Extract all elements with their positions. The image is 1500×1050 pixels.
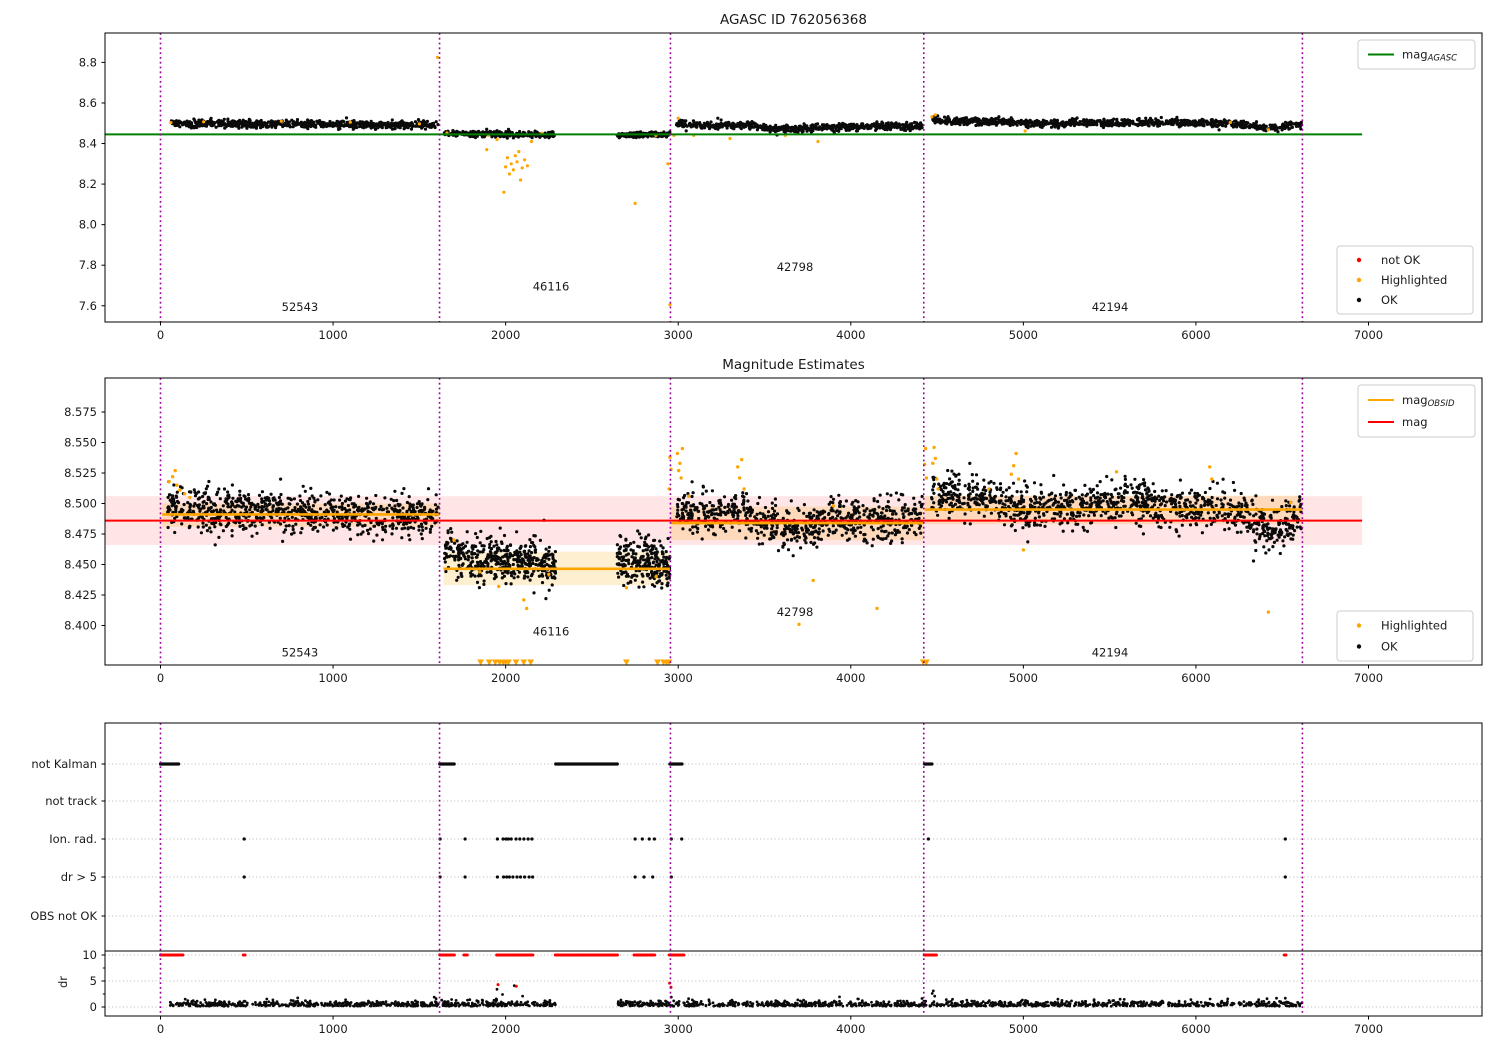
svg-text:8.425: 8.425	[64, 588, 97, 602]
svg-text:4000: 4000	[836, 671, 865, 685]
svg-text:8.475: 8.475	[64, 527, 97, 541]
bottom-axes: not Kalman not track Ion. rad. dr > 5 OBS no…	[30, 722, 1483, 1036]
svg-text:3000: 3000	[664, 328, 693, 342]
svg-text:magAGASC: magAGASC	[1402, 48, 1457, 64]
dr-axis-label: dr	[56, 976, 70, 988]
svg-text:OBS not OK: OBS not OK	[30, 909, 97, 923]
svg-text:Highlighted: Highlighted	[1381, 619, 1447, 633]
svg-text:0: 0	[157, 671, 164, 685]
svg-text:8.550: 8.550	[64, 436, 97, 450]
svg-text:6000: 6000	[1181, 328, 1210, 342]
middle-axes: 52543 46116 42798 42194 8.400 8.425 8.450 8.475…	[64, 377, 1483, 685]
svg-text:8.575: 8.575	[64, 405, 97, 419]
svg-text:7000: 7000	[1354, 671, 1383, 685]
top-legend: magAGASC	[1357, 39, 1476, 70]
svg-text:2000: 2000	[491, 671, 520, 685]
svg-text:8.4: 8.4	[79, 137, 97, 151]
plot-title-magnitude-estimates: Magnitude Estimates	[722, 357, 865, 373]
svg-text:3000: 3000	[664, 1022, 693, 1036]
svg-text:42798: 42798	[777, 260, 814, 274]
svg-text:1000: 1000	[318, 328, 347, 342]
svg-text:3000: 3000	[664, 671, 693, 685]
svg-text:not track: not track	[45, 794, 97, 808]
svg-text:8.525: 8.525	[64, 466, 97, 480]
plot-title-agasc: AGASC ID 762056368	[720, 12, 867, 28]
svg-text:8.2: 8.2	[79, 177, 97, 191]
svg-text:52543: 52543	[282, 300, 319, 314]
svg-text:42194: 42194	[1092, 300, 1129, 314]
svg-text:8.500: 8.500	[64, 497, 97, 511]
svg-text:4000: 4000	[836, 328, 865, 342]
svg-text:8.6: 8.6	[79, 96, 97, 110]
svg-text:1000: 1000	[318, 1022, 347, 1036]
top-axes: 52543 46116 42798 42194 7.6 7.8 8.0 8.2 8.4 8.6 8.…	[79, 32, 1483, 342]
svg-text:7000: 7000	[1354, 328, 1383, 342]
svg-text:mag: mag	[1402, 415, 1428, 429]
svg-text:7000: 7000	[1354, 1022, 1383, 1036]
svg-text:42194: 42194	[1092, 645, 1129, 659]
svg-text:8.0: 8.0	[79, 218, 97, 232]
svg-text:5000: 5000	[1009, 1022, 1038, 1036]
svg-text:Ion. rad.: Ion. rad.	[49, 832, 97, 846]
svg-text:8.8: 8.8	[79, 55, 97, 69]
svg-text:4000: 4000	[836, 1022, 865, 1036]
svg-text:46116: 46116	[533, 625, 570, 639]
svg-text:7.8: 7.8	[79, 258, 97, 272]
middle-axes-data	[105, 378, 1363, 665]
svg-text:10: 10	[82, 948, 97, 962]
clipped-low-markers	[477, 659, 930, 665]
svg-text:6000: 6000	[1181, 671, 1210, 685]
top-legend: not OK Highlighted OK	[1336, 245, 1474, 315]
svg-text:1000: 1000	[318, 671, 347, 685]
middle-legend: Highlighted OK	[1336, 610, 1474, 662]
svg-text:2000: 2000	[491, 328, 520, 342]
bottom-axes-data	[105, 723, 1482, 1016]
svg-text:2000: 2000	[491, 1022, 520, 1036]
svg-text:46116: 46116	[533, 280, 570, 294]
svg-text:OK: OK	[1381, 640, 1398, 654]
svg-text:8.400: 8.400	[64, 618, 97, 632]
svg-text:0: 0	[157, 1022, 164, 1036]
svg-text:0: 0	[90, 1000, 97, 1014]
svg-text:5000: 5000	[1009, 328, 1038, 342]
svg-text:magOBSID: magOBSID	[1402, 393, 1455, 409]
svg-text:5: 5	[90, 974, 97, 988]
svg-text:5000: 5000	[1009, 671, 1038, 685]
svg-text:42798: 42798	[777, 605, 814, 619]
svg-text:Highlighted: Highlighted	[1381, 273, 1447, 287]
svg-text:6000: 6000	[1181, 1022, 1210, 1036]
svg-text:8.450: 8.450	[64, 557, 97, 571]
middle-legend: magOBSID mag	[1357, 384, 1476, 438]
svg-text:not Kalman: not Kalman	[31, 757, 97, 771]
svg-text:not OK: not OK	[1381, 253, 1421, 267]
top-axes-data	[105, 33, 1363, 322]
svg-text:OK: OK	[1381, 293, 1398, 307]
svg-text:0: 0	[157, 328, 164, 342]
svg-text:52543: 52543	[282, 645, 319, 659]
svg-text:dr > 5: dr > 5	[61, 870, 97, 884]
svg-text:7.6: 7.6	[79, 299, 97, 313]
